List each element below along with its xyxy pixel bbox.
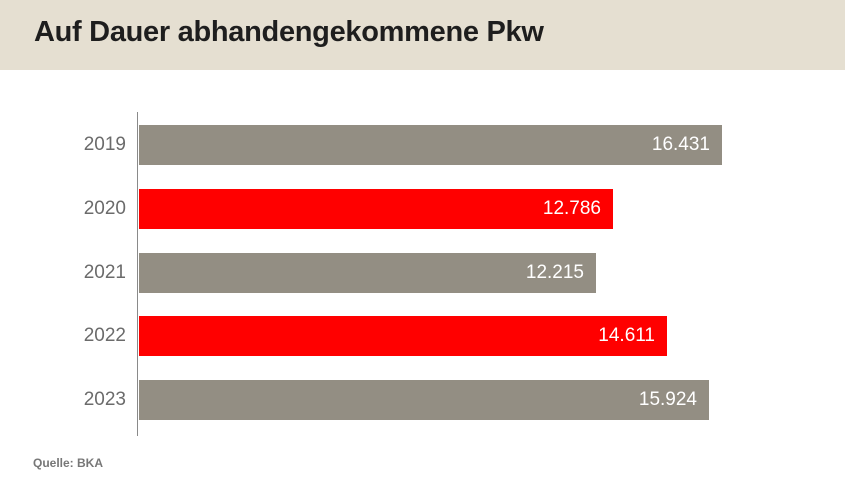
bar: 15.924 [139, 380, 709, 420]
bar: 12.215 [139, 253, 596, 293]
category-label: 2019 [83, 134, 126, 155]
category-label: 2021 [83, 262, 126, 283]
chart-title: Auf Dauer abhandengekommene Pkw [34, 16, 544, 48]
bar: 16.431 [139, 125, 722, 165]
category-label: 2023 [83, 389, 126, 410]
bar: 14.611 [139, 316, 667, 356]
value-label: 12.215 [525, 262, 584, 283]
value-label: 14.611 [598, 325, 655, 346]
value-label: 12.786 [542, 198, 601, 219]
source-note: Quelle: BKA [33, 456, 104, 470]
category-label: 2022 [83, 325, 126, 346]
category-label: 2020 [83, 198, 126, 219]
bar-row-2023: 2023 15.924 [0, 380, 845, 420]
bar-row-2020: 2020 12.786 [0, 189, 845, 229]
bar-row-2021: 2021 12.215 [0, 253, 845, 293]
bar-row-2022: 2022 14.611 [0, 316, 845, 356]
y-axis-line [137, 112, 138, 436]
bar: 12.786 [139, 189, 613, 229]
header-banner: Auf Dauer abhandengekommene Pkw [0, 0, 845, 70]
bar-row-2019: 2019 16.431 [0, 125, 845, 165]
value-label: 15.924 [638, 389, 697, 410]
value-label: 16.431 [651, 134, 710, 155]
